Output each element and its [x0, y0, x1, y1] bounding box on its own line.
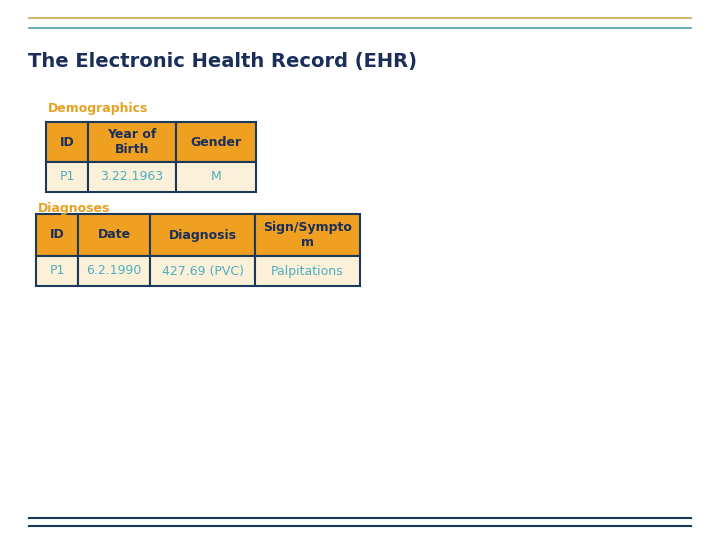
Text: Diagnoses: Diagnoses — [38, 202, 110, 215]
Text: ID: ID — [50, 228, 64, 241]
Text: Diagnosis: Diagnosis — [168, 228, 236, 241]
Bar — [36, 256, 78, 286]
Bar — [88, 162, 176, 192]
Text: Year of
Birth: Year of Birth — [107, 128, 157, 156]
Text: The Electronic Health Record (EHR): The Electronic Health Record (EHR) — [28, 52, 417, 71]
Bar — [46, 122, 88, 162]
Text: Demographics: Demographics — [48, 102, 148, 115]
Text: Sign/Sympto
m: Sign/Sympto m — [263, 221, 352, 249]
Bar — [78, 214, 150, 256]
Bar — [255, 256, 360, 286]
Bar — [176, 162, 256, 192]
Text: Date: Date — [97, 228, 130, 241]
Text: Palpitations: Palpitations — [271, 265, 344, 278]
Text: M: M — [211, 171, 221, 184]
Text: 427.69 (PVC): 427.69 (PVC) — [161, 265, 243, 278]
Bar — [46, 162, 88, 192]
Bar — [150, 214, 255, 256]
Text: 6.2.1990: 6.2.1990 — [86, 265, 142, 278]
Bar — [150, 256, 255, 286]
Bar — [176, 122, 256, 162]
Bar — [36, 214, 78, 256]
Text: P1: P1 — [59, 171, 75, 184]
Text: ID: ID — [60, 136, 74, 148]
Text: Gender: Gender — [190, 136, 242, 148]
Bar — [255, 214, 360, 256]
Bar — [78, 256, 150, 286]
Text: 3.22.1963: 3.22.1963 — [100, 171, 163, 184]
Bar — [88, 122, 176, 162]
Text: P1: P1 — [49, 265, 65, 278]
